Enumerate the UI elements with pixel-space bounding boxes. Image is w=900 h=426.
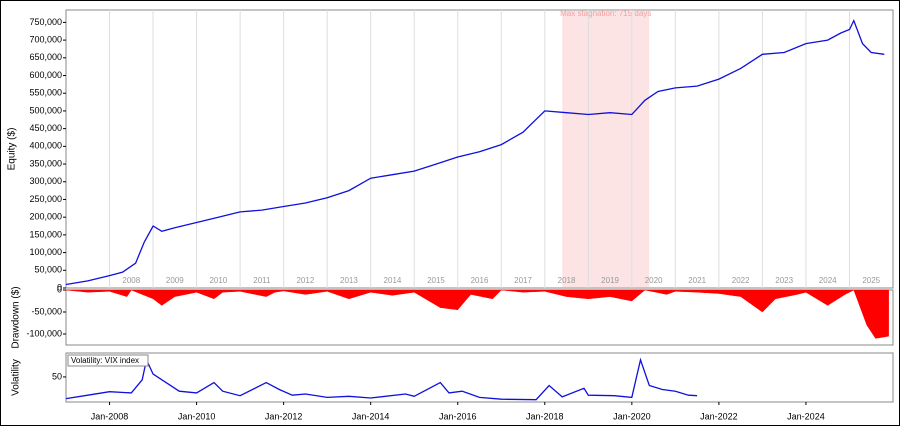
plot-area: [65, 352, 894, 403]
y-tick-label: 700,000: [29, 34, 62, 44]
y-tick-label: -50,000: [31, 306, 62, 316]
year-label: 2010: [209, 276, 227, 285]
y-tick-label: 0: [57, 282, 62, 292]
y-axis-label: Volatility: [11, 359, 22, 396]
area: [65, 289, 889, 339]
y-tick-label: 150,000: [29, 229, 62, 239]
x-tick-label: Jan-2010: [178, 411, 216, 421]
year-label: 2008: [122, 276, 140, 285]
y-tick-label: 600,000: [29, 70, 62, 80]
y-tick-label: 200,000: [29, 212, 62, 222]
y-tick-label: 100,000: [29, 247, 62, 257]
legend-box: [67, 354, 149, 367]
y-axis-label: Drawdown ($): [11, 286, 22, 348]
year-label: 2022: [732, 276, 750, 285]
year-label: 2017: [514, 276, 532, 285]
year-label: 2021: [688, 276, 706, 285]
line: [65, 357, 698, 401]
y-tick-label: 500,000: [29, 105, 62, 115]
annotation: Max stagnation: 715 days: [560, 9, 651, 18]
y-axis-label: Equity ($): [7, 128, 18, 171]
line: [65, 18, 885, 286]
x-tick-label: Jan-2008: [91, 411, 129, 421]
year-label: 2011: [253, 276, 271, 285]
y-tick-label: 300,000: [29, 176, 62, 186]
y-tick-label: 350,000: [29, 158, 62, 168]
y-tick-label: 50,000: [34, 265, 62, 275]
year-label: 2012: [296, 276, 314, 285]
year-label: 2023: [775, 276, 793, 285]
stagnation-band: [562, 11, 650, 287]
x-tick-label: Jan-2022: [700, 411, 738, 421]
year-label: 2020: [645, 276, 663, 285]
y-tick-label: 250,000: [29, 194, 62, 204]
y-tick-label: 750,000: [29, 17, 62, 27]
year-label: 2015: [427, 276, 445, 285]
year-label: 2016: [471, 276, 489, 285]
year-label: 2024: [819, 276, 837, 285]
plot-area: [65, 9, 894, 289]
x-tick-label: Jan-2020: [613, 411, 651, 421]
year-label: 2014: [384, 276, 402, 285]
y-tick-label: 50: [52, 371, 62, 381]
y-tick-label: 650,000: [29, 52, 62, 62]
y-tick-label: 550,000: [29, 88, 62, 98]
year-label: 2018: [558, 276, 576, 285]
year-label: 2009: [166, 276, 184, 285]
x-tick-label: Jan-2012: [265, 411, 303, 421]
year-label: 2025: [862, 276, 880, 285]
x-tick-label: Jan-2014: [352, 411, 390, 421]
y-tick-label: 0: [57, 284, 62, 294]
year-label: 2019: [601, 276, 619, 285]
year-label: 2013: [340, 276, 358, 285]
y-tick-label: -100,000: [26, 328, 62, 338]
x-tick-label: Jan-2024: [787, 411, 825, 421]
y-tick-label: 400,000: [29, 141, 62, 151]
x-tick-label: Jan-2016: [439, 411, 477, 421]
y-tick-label: 450,000: [29, 123, 62, 133]
legend-label: Volatility: VIX index: [71, 356, 139, 365]
x-tick-label: Jan-2018: [526, 411, 564, 421]
